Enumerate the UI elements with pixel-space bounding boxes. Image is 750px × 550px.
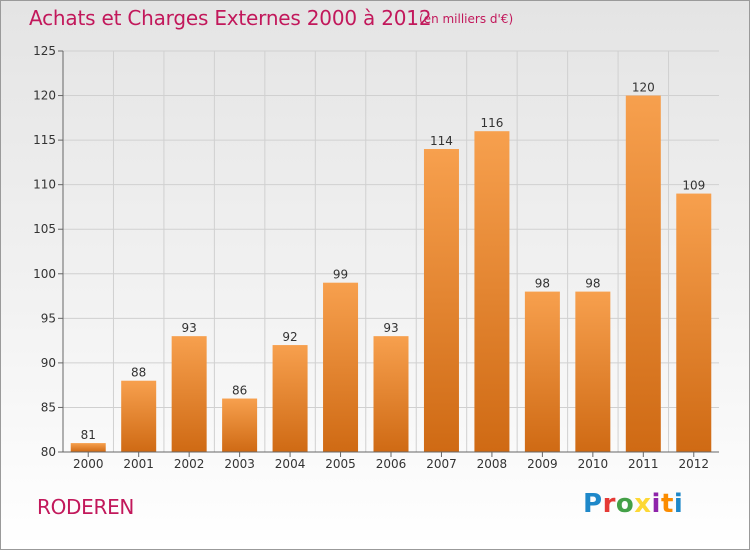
bar-2001 xyxy=(121,380,157,452)
value-label: 86 xyxy=(232,384,247,398)
x-tick-label: 2007 xyxy=(426,457,457,471)
x-tick-label: 2012 xyxy=(678,457,709,471)
y-tick-label: 125 xyxy=(33,44,56,58)
logo-letter: t xyxy=(660,489,674,519)
x-tick-label: 2000 xyxy=(73,457,104,471)
bar-2000 xyxy=(70,443,106,452)
value-label: 92 xyxy=(282,330,297,344)
y-tick-label: 105 xyxy=(33,222,56,236)
x-tick-label: 2008 xyxy=(477,457,508,471)
value-label: 88 xyxy=(131,366,146,380)
logo-letter: P xyxy=(583,489,603,519)
y-tick-label: 110 xyxy=(33,178,56,192)
x-tick-label: 2002 xyxy=(174,457,205,471)
x-tick-label: 2011 xyxy=(628,457,659,471)
value-label: 109 xyxy=(682,179,705,193)
bar-2009 xyxy=(524,291,560,452)
city-name: RODEREN xyxy=(37,495,135,519)
bar-2004 xyxy=(272,345,308,452)
x-tick-label: 2001 xyxy=(123,457,154,471)
chart-title: Achats et Charges Externes 2000 à 2012 xyxy=(29,6,432,30)
bar-2008 xyxy=(474,131,510,452)
bar-2012 xyxy=(676,193,712,453)
value-label: 93 xyxy=(182,321,197,335)
bar-2010 xyxy=(575,291,611,452)
y-tick-label: 120 xyxy=(33,89,56,103)
x-tick-label: 2009 xyxy=(527,457,558,471)
chart-subtitle: (en milliers d'€) xyxy=(419,12,514,26)
value-label: 99 xyxy=(333,268,348,282)
x-tick-label: 2004 xyxy=(275,457,306,471)
value-label: 98 xyxy=(535,277,550,291)
bar-2011 xyxy=(625,95,661,453)
value-label: 93 xyxy=(383,321,398,335)
value-label: 114 xyxy=(430,134,453,148)
logo-letter: x xyxy=(634,489,652,519)
logo-letter: r xyxy=(602,489,616,519)
bar-2006 xyxy=(373,336,409,452)
y-tick-label: 85 xyxy=(41,400,56,414)
y-tick-label: 95 xyxy=(41,311,56,325)
y-tick-label: 90 xyxy=(41,356,56,370)
value-label: 116 xyxy=(480,116,503,130)
value-label: 98 xyxy=(585,277,600,291)
y-tick-label: 80 xyxy=(41,445,56,459)
x-tick-label: 2003 xyxy=(224,457,255,471)
proxiti-logo: Proxiti xyxy=(583,489,683,519)
value-label: 81 xyxy=(81,428,96,442)
bar-2002 xyxy=(171,336,207,452)
bar-2005 xyxy=(323,282,359,452)
bar-2007 xyxy=(423,149,459,452)
logo-letter: i xyxy=(651,489,661,519)
logo-letter: i xyxy=(673,489,684,519)
value-label: 120 xyxy=(632,81,655,95)
x-tick-label: 2006 xyxy=(376,457,407,471)
y-tick-label: 100 xyxy=(33,267,56,281)
logo-letter: o xyxy=(615,489,635,519)
y-tick-label: 115 xyxy=(33,133,56,147)
x-tick-label: 2010 xyxy=(578,457,609,471)
bar-2003 xyxy=(222,398,258,452)
x-tick-label: 2005 xyxy=(325,457,356,471)
